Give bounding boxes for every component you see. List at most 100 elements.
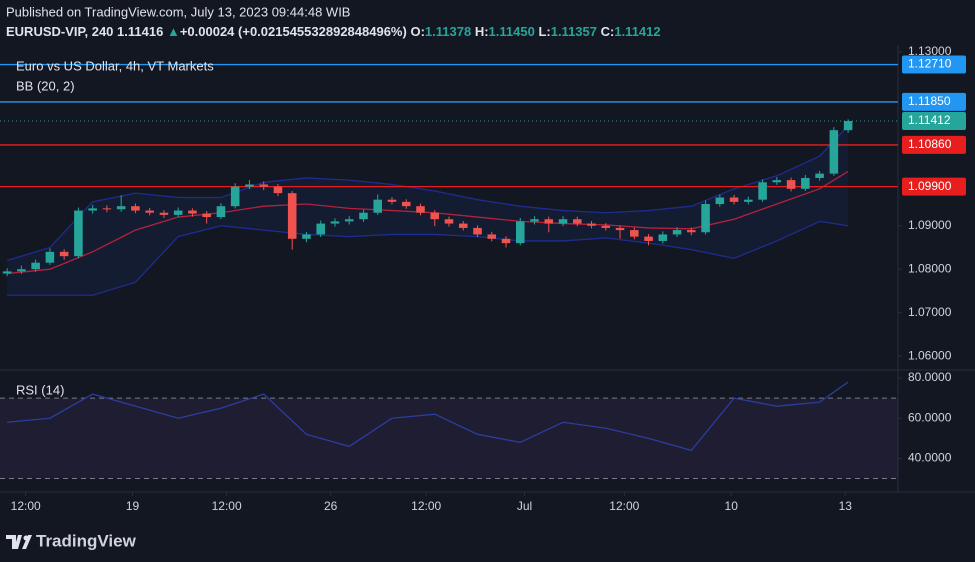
x-tick-label: 12:00 bbox=[609, 499, 639, 513]
candle-body bbox=[573, 219, 582, 224]
x-tick-label: 12:00 bbox=[11, 499, 41, 513]
candle-body bbox=[173, 210, 183, 215]
candle-body bbox=[216, 206, 226, 218]
candle-body bbox=[131, 206, 140, 211]
price-label-box bbox=[902, 177, 966, 196]
candle-body bbox=[88, 208, 97, 211]
candle-body bbox=[487, 234, 497, 239]
candle-body bbox=[344, 219, 354, 222]
h-label: H: bbox=[475, 24, 489, 39]
candle-body bbox=[843, 121, 853, 131]
x-tick-label: 12:00 bbox=[212, 499, 242, 513]
candle-body bbox=[558, 219, 568, 224]
candle-body bbox=[31, 262, 40, 270]
x-tick-label: Jul bbox=[517, 499, 532, 513]
y-tick-label: 1.13000 bbox=[908, 44, 952, 58]
candle-body bbox=[544, 219, 554, 224]
symbol: EURUSD-VIP, 240 bbox=[6, 24, 113, 39]
candle-body bbox=[744, 199, 753, 202]
l: 1.11357 bbox=[551, 24, 597, 39]
candle-body bbox=[59, 251, 69, 257]
rsi-tick-label: 60.0000 bbox=[908, 410, 952, 424]
candle-body bbox=[17, 269, 26, 272]
candle-body bbox=[473, 227, 482, 235]
candle-body bbox=[102, 208, 112, 210]
candle-body bbox=[530, 219, 539, 222]
x-tick-label: 19 bbox=[126, 499, 140, 513]
candle-body bbox=[188, 210, 197, 214]
rsi-tick-label: 40.0000 bbox=[908, 451, 952, 465]
x-tick-label: 10 bbox=[725, 499, 739, 513]
x-tick-label: 26 bbox=[324, 499, 338, 513]
candle-body bbox=[116, 206, 126, 210]
candle-body bbox=[601, 225, 611, 228]
price-label-box bbox=[902, 92, 966, 111]
candle-body bbox=[330, 221, 340, 224]
candle-body bbox=[630, 230, 639, 237]
y-tick-label: 1.07000 bbox=[908, 305, 952, 319]
candle-body bbox=[387, 199, 397, 202]
candle-body bbox=[202, 213, 211, 218]
price-label: 1.10860 bbox=[908, 137, 952, 151]
price-label-box bbox=[902, 111, 966, 130]
x-tick-label: 12:00 bbox=[411, 499, 441, 513]
candle-body bbox=[815, 173, 824, 178]
logo-icon bbox=[6, 535, 32, 549]
y-tick-label: 1.08000 bbox=[908, 261, 952, 275]
c-label: C: bbox=[601, 24, 615, 39]
rsi-tick-label: 80.0000 bbox=[908, 370, 952, 384]
bb-line bbox=[7, 220, 849, 296]
candle-body bbox=[672, 230, 682, 235]
candle-body bbox=[658, 234, 668, 241]
o: 1.11378 bbox=[425, 24, 471, 39]
legend: Euro vs US Dollar, 4h, VT Markets bbox=[16, 58, 214, 73]
o-label: O: bbox=[410, 24, 424, 39]
candle-body bbox=[401, 201, 411, 207]
candle-body bbox=[416, 206, 425, 213]
price-label-box bbox=[902, 55, 966, 74]
candle-body bbox=[273, 186, 283, 194]
candle-body bbox=[287, 193, 297, 239]
arrow: ▲ bbox=[167, 24, 180, 39]
price-label: 1.12710 bbox=[908, 57, 952, 71]
symbol-line: EURUSD-VIP, 240 1.11416 ▲+0.00024 (+0.02… bbox=[6, 24, 661, 39]
c: 1.11412 bbox=[614, 24, 660, 39]
candle-body bbox=[45, 251, 55, 263]
candle-body bbox=[615, 227, 625, 231]
candle-body bbox=[644, 236, 653, 241]
candle-body bbox=[245, 184, 254, 187]
candle-body bbox=[145, 210, 154, 213]
candle-body bbox=[259, 184, 268, 187]
change: +0.00024 (+0.021545532892848496%) bbox=[180, 24, 407, 39]
l-label: L: bbox=[538, 24, 550, 39]
candle-body bbox=[772, 180, 782, 183]
price-label: 1.11412 bbox=[908, 113, 951, 127]
candle-body bbox=[758, 182, 767, 200]
candle-body bbox=[159, 212, 169, 215]
candle-body bbox=[801, 177, 810, 189]
y-tick-label: 1.06000 bbox=[908, 348, 952, 362]
last: 1.11416 bbox=[117, 24, 163, 39]
candle-body bbox=[587, 223, 596, 226]
candle-body bbox=[2, 271, 12, 274]
rsi-line bbox=[7, 381, 849, 452]
price-label: 1.11850 bbox=[908, 94, 951, 108]
rsi-band bbox=[0, 398, 898, 479]
price-label: 1.09900 bbox=[908, 179, 952, 193]
candle-body bbox=[829, 130, 839, 174]
logo: TradingView bbox=[36, 531, 137, 550]
candle-body bbox=[74, 210, 83, 257]
candle-body bbox=[430, 212, 440, 220]
candle-body bbox=[786, 180, 796, 189]
candle-body bbox=[729, 197, 739, 202]
x-tick-label: 13 bbox=[839, 499, 853, 513]
bb-fill bbox=[7, 125, 849, 296]
candle-body bbox=[515, 221, 525, 244]
candle-body bbox=[715, 197, 725, 205]
candle-body bbox=[302, 234, 311, 239]
candle-body bbox=[316, 223, 325, 235]
rsi-label: RSI (14) bbox=[16, 382, 64, 397]
candle-body bbox=[230, 186, 240, 207]
